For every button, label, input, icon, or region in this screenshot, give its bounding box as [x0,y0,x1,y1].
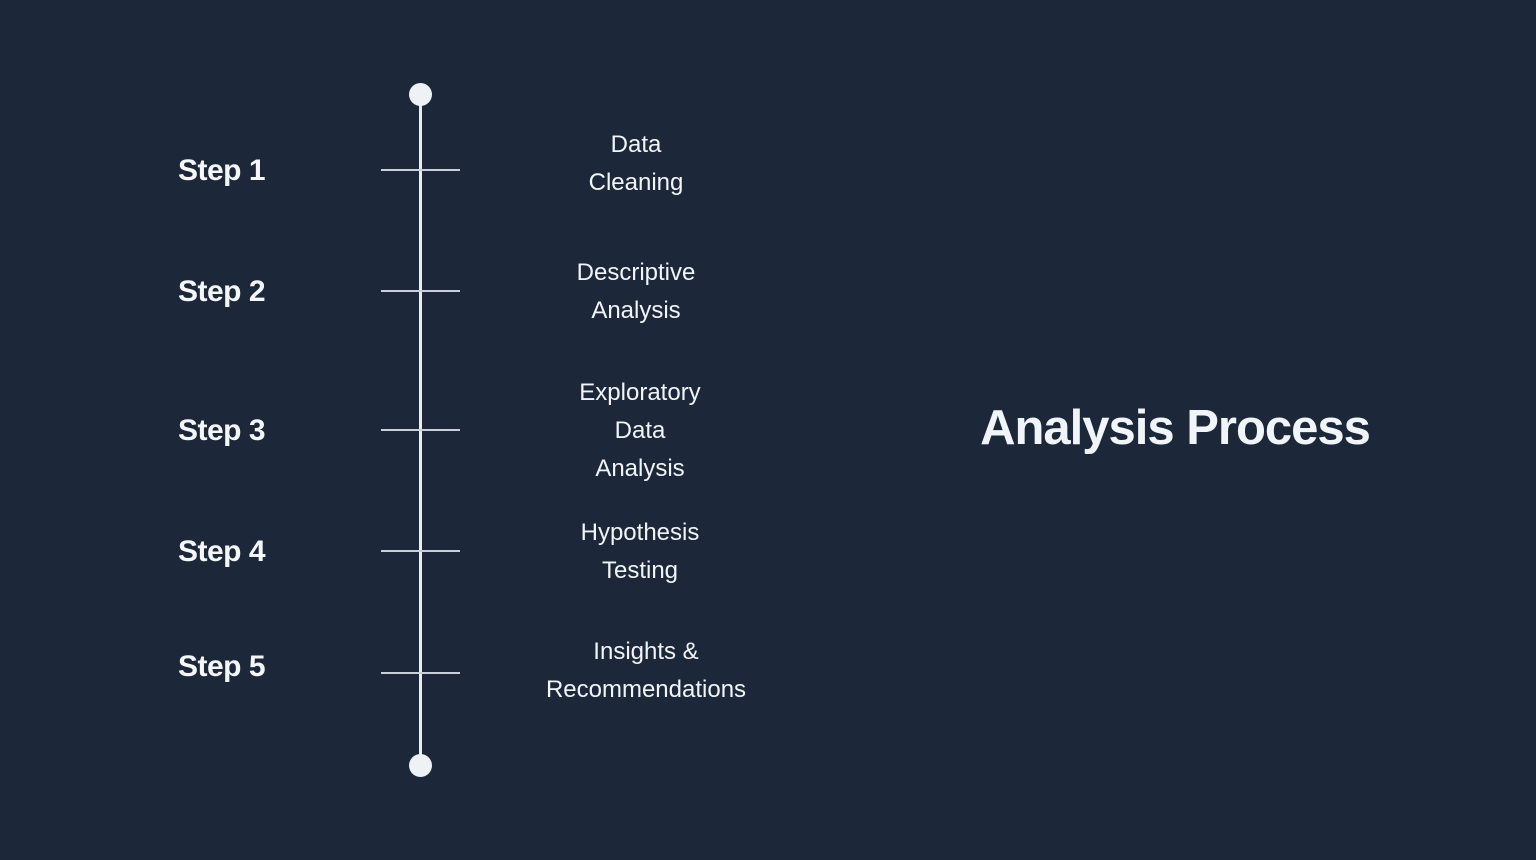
timeline-tick [381,672,460,674]
step-description: Insights & Recommendations [545,638,747,703]
step-description: Descriptive Analysis [576,259,696,324]
step-label: Step 1 [178,154,266,187]
step-description: Data Cleaning [588,131,684,196]
step-description: Hypothesis Testing [580,519,700,584]
timeline-tick [381,169,460,171]
timeline-end-dot [409,754,432,777]
page-title: Analysis Process [980,401,1371,455]
step-label: Step 4 [178,535,266,568]
step-label: Step 2 [178,275,266,308]
step-label: Step 5 [178,650,266,683]
timeline-tick [381,290,460,292]
step-description: Exploratory Data Analysis [579,379,701,482]
timeline-tick [381,550,460,552]
timeline-tick [381,429,460,431]
step-label: Step 3 [178,414,266,447]
timeline-start-dot [409,83,432,106]
